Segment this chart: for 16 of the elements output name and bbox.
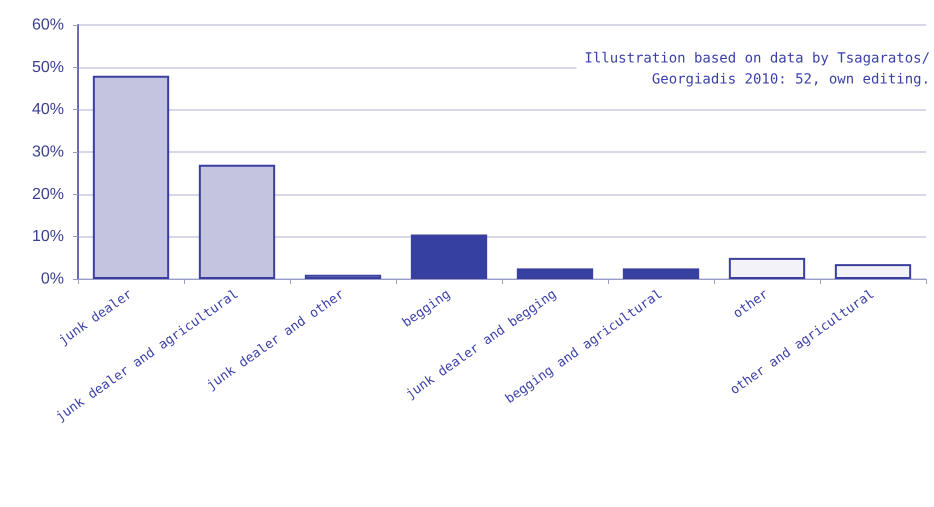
y-tick-label: 30% [32, 144, 64, 160]
y-tick-label: 40% [32, 101, 64, 118]
bar [410, 234, 488, 279]
bar [516, 268, 594, 279]
y-tick-label: 20% [32, 186, 64, 203]
y-tick-label: 10% [32, 228, 64, 246]
bar [92, 76, 170, 279]
annotation: Illustration based on data by Tsagaratos/ Georgiadis 2010: 52, own editing. [584, 50, 930, 88]
bar [834, 264, 912, 279]
bar [198, 164, 276, 279]
bar [728, 258, 806, 279]
y-tick-label: 50% [32, 58, 64, 76]
bar [304, 274, 382, 279]
bar [622, 268, 700, 279]
y-tick-label: 60% [32, 16, 64, 34]
y-tick-label: 0% [40, 270, 64, 288]
